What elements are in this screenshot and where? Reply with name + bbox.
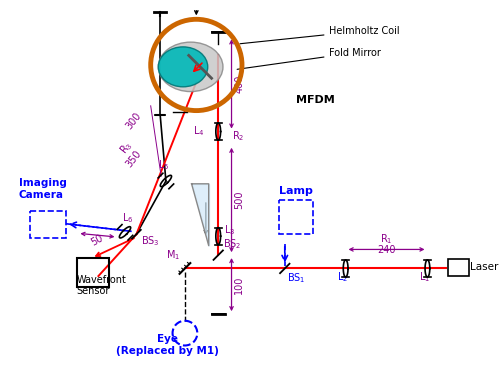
Text: L$_3$: L$_3$ xyxy=(224,223,235,237)
Text: 240: 240 xyxy=(378,245,396,255)
Bar xyxy=(30,211,66,238)
Text: Lamp: Lamp xyxy=(280,186,313,196)
Text: 350: 350 xyxy=(124,149,144,170)
Text: Fold Mirror: Fold Mirror xyxy=(237,47,382,69)
Ellipse shape xyxy=(158,47,208,87)
Text: 300: 300 xyxy=(124,111,143,132)
Text: 400: 400 xyxy=(234,75,244,93)
Ellipse shape xyxy=(158,42,223,92)
Text: R$_3$: R$_3$ xyxy=(118,139,136,157)
Bar xyxy=(279,200,314,234)
Text: M$_1$: M$_1$ xyxy=(166,248,180,262)
Text: BS$_2$: BS$_2$ xyxy=(223,237,242,251)
Text: 500: 500 xyxy=(234,191,244,209)
Text: Helmholtz Coil: Helmholtz Coil xyxy=(240,26,400,44)
Text: MFDM: MFDM xyxy=(296,95,335,105)
Polygon shape xyxy=(192,184,208,245)
Text: Eye
(Replaced by M1): Eye (Replaced by M1) xyxy=(116,335,219,356)
Text: R$_2$: R$_2$ xyxy=(232,129,244,143)
Text: L$_5$: L$_5$ xyxy=(158,159,170,172)
Bar xyxy=(76,258,109,287)
Text: L$_2$: L$_2$ xyxy=(337,270,348,284)
Text: BS$_1$: BS$_1$ xyxy=(286,271,306,284)
Text: Imaging
Camera: Imaging Camera xyxy=(18,178,66,200)
Text: R$_1$: R$_1$ xyxy=(380,232,393,245)
Text: 100: 100 xyxy=(234,275,244,294)
Text: BS$_3$: BS$_3$ xyxy=(141,235,160,248)
Text: Wavefront
Sensor: Wavefront Sensor xyxy=(76,275,126,296)
Text: L$_4$: L$_4$ xyxy=(194,124,205,138)
Text: L$_6$: L$_6$ xyxy=(122,211,134,225)
Text: 50: 50 xyxy=(90,233,106,248)
Bar xyxy=(448,259,469,276)
Text: Laser: Laser xyxy=(470,262,498,272)
Text: L$_1$: L$_1$ xyxy=(419,270,430,284)
